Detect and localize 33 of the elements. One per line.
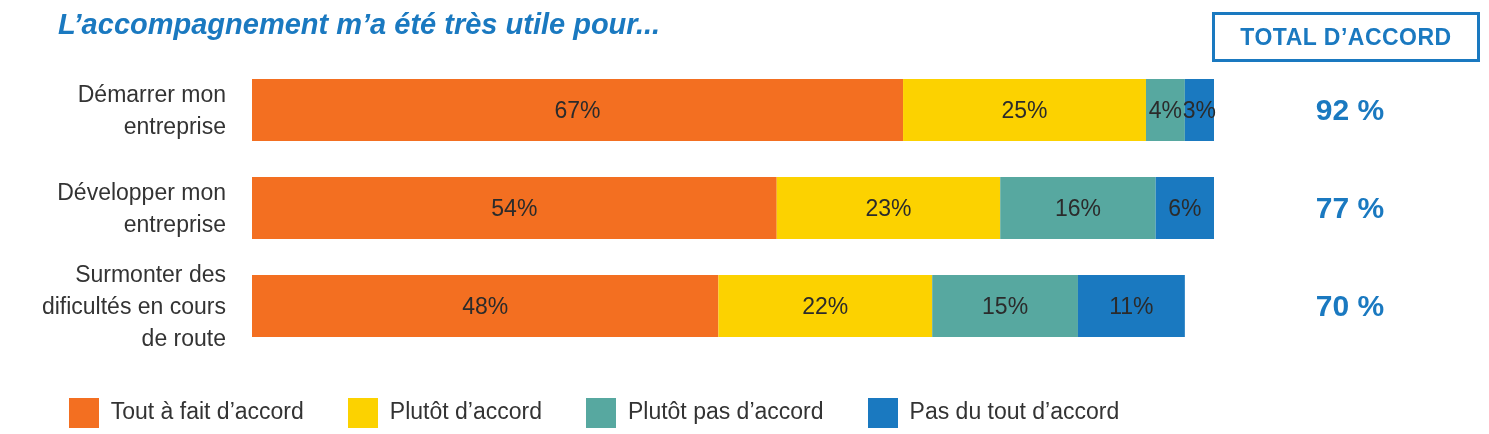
bar bbox=[903, 79, 1146, 141]
bar bbox=[252, 275, 719, 337]
data-label: 16% bbox=[1054, 195, 1101, 222]
data-label: 23% bbox=[865, 195, 912, 222]
y-tick-label: Développer mon entreprise bbox=[57, 179, 226, 237]
legend-label: Plutôt pas d’accord bbox=[627, 398, 824, 425]
text: 70 % bbox=[1314, 288, 1386, 324]
data-label: 54% bbox=[491, 195, 538, 222]
y-tick-label: Surmonter des dificultés en cours de route bbox=[41, 261, 226, 351]
data-label: 22% bbox=[802, 293, 849, 320]
legend-label: Tout à fait d’accord bbox=[110, 398, 304, 425]
bar bbox=[252, 177, 777, 239]
data-label: 67% bbox=[554, 97, 601, 124]
text: TOTAL D’ACCORD bbox=[1212, 12, 1480, 62]
bar bbox=[718, 275, 933, 337]
bar bbox=[1155, 177, 1214, 239]
bar bbox=[252, 79, 904, 141]
y-tick-label: Démarrer mon entreprise bbox=[77, 81, 226, 139]
data-label: 25% bbox=[1001, 97, 1048, 124]
bar bbox=[1077, 275, 1185, 337]
data-label: 4% bbox=[1148, 97, 1183, 124]
legend-label: Pas du tout d’accord bbox=[909, 398, 1120, 425]
chart-title: L’accompagnement m’a été très utile pour... bbox=[58, 8, 661, 41]
text: 77 % bbox=[1314, 190, 1386, 226]
data-label: 11% bbox=[1109, 293, 1154, 320]
text: 92 % bbox=[1314, 92, 1386, 128]
bar bbox=[776, 177, 1001, 239]
data-label: 15% bbox=[982, 293, 1029, 320]
legend-label: Plutôt d’accord bbox=[389, 398, 542, 425]
data-label: 6% bbox=[1168, 195, 1202, 222]
bar bbox=[932, 275, 1078, 337]
data-label: 48% bbox=[462, 293, 509, 320]
bar bbox=[1000, 177, 1156, 239]
